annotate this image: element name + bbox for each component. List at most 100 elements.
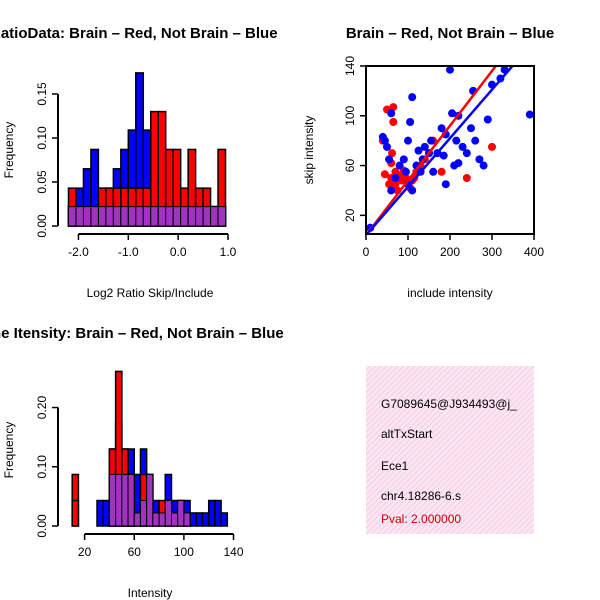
ratio-hist-overlap-bar <box>187 206 197 227</box>
ratio-histogram: RatioData: Brain – Red, Not Brain – Blue… <box>0 25 278 300</box>
scatter-content: 0 100 200 300 400 20 60 100 140 <box>343 56 544 259</box>
ratio-hist-overlap-bar <box>112 206 122 227</box>
ratio-hist-overlap-bar <box>210 206 219 227</box>
intensity-hist-xlabel: Intensity <box>128 586 173 600</box>
intensity-hist-overlap-bar <box>170 512 179 527</box>
scatter-point-not-brain <box>525 110 534 119</box>
scatter-point-not-brain <box>401 167 410 176</box>
ratio-hist-y-tick-label: 0.15 <box>35 82 49 106</box>
ratio-hist-overlap-bar <box>120 206 129 227</box>
scatter-y-tick-label: 100 <box>343 105 357 125</box>
scatter-ylabel: skip intensity <box>302 116 316 185</box>
scatter-point-brain <box>385 180 394 189</box>
ratio-hist-overlap-bar <box>202 206 212 227</box>
scatter-point-not-brain <box>404 136 412 145</box>
ratio-hist-overlap-bar <box>217 206 227 227</box>
ratio-hist-overlap-bar <box>165 206 174 227</box>
scatter-fit-not-brain-fit <box>366 66 515 234</box>
scatter-title: Brain – Red, Not Brain – Blue <box>346 25 554 42</box>
ratio-hist-y-tick-label: 0.05 <box>35 170 49 194</box>
ratio-hist-overlap-bar <box>67 206 77 227</box>
ratio-hist-overlap-bar <box>180 206 189 227</box>
scatter-point-not-brain <box>385 155 394 164</box>
ratio-hist-title: RatioData: Brain – Red, Not Brain – Blue <box>0 25 278 42</box>
intensity-hist-bar-brain-front- <box>71 499 80 527</box>
info-panel: G7089645@J934493@j_ altTxStart Ece1 chr4… <box>366 366 534 534</box>
ratio-hist-overlap-bar <box>90 206 99 227</box>
scatter-point-not-brain <box>383 142 391 151</box>
scatter-point-not-brain <box>414 146 423 155</box>
scatter-point-brain <box>437 167 446 176</box>
info-panel-background <box>366 366 534 534</box>
scatter-point-not-brain <box>399 155 408 164</box>
intensity-hist-bar-not-brain <box>220 512 229 527</box>
intensity-hist-bar-not-brain <box>207 499 216 527</box>
intensity-hist-overlap-bar <box>146 473 154 527</box>
ratio-hist-x-tick-label: -1.0 <box>118 245 139 259</box>
scatter-point-not-brain <box>408 186 417 195</box>
scatter-y-tick-label: 20 <box>343 208 357 222</box>
intensity-hist-x-tick-label: 20 <box>78 545 92 559</box>
scatter-point-not-brain <box>462 149 471 158</box>
scatter-point-not-brain <box>380 136 389 145</box>
scatter-point-not-brain <box>439 151 448 160</box>
gene-name: Ece1 <box>381 459 409 473</box>
scatter-point-not-brain <box>391 174 400 182</box>
intensity-hist-bar-not-brain <box>201 512 210 527</box>
scatter-plot: Brain – Red, Not Brain – Blue 0 100 200 300… <box>302 25 554 300</box>
intensity-hist-y-tick-label: 0.10 <box>35 455 49 479</box>
scatter-point-not-brain <box>479 161 488 170</box>
scatter-x-tick-label: 100 <box>398 245 418 259</box>
intensity-histogram: Gene Itensity: Brain – Red, Not Brain – … <box>0 325 284 600</box>
pval-text: Pval: 2.000000 <box>381 512 461 526</box>
scatter-point-not-brain <box>387 109 396 118</box>
scatter-point-brain <box>380 170 389 179</box>
intensity-hist-overlap-bar <box>108 473 117 527</box>
intensity-hist-overlap-bar <box>121 473 129 527</box>
intensity-hist-overlap-bar <box>115 473 123 527</box>
scatter-point-brain <box>389 103 398 112</box>
intensity-hist-overlap-bar <box>133 512 141 527</box>
intensity-hist-y-tick-label: 0.00 <box>35 514 49 538</box>
scatter-x-tick-label: 200 <box>440 245 460 259</box>
scatter-point-brain <box>462 174 471 182</box>
ratio-hist-y-tick-label: 0.10 <box>35 126 49 150</box>
scatter-point-not-brain <box>427 136 436 145</box>
scatter-point-brain <box>488 142 496 151</box>
scatter-point-not-brain <box>446 66 454 74</box>
intensity-hist-axes: 20 60 100 140 0.00 0.10 0.20 <box>35 396 244 559</box>
scatter-fit-brain-fit <box>366 66 498 234</box>
intensity-hist-bar-not-brain <box>195 512 204 527</box>
event-type: altTxStart <box>381 427 433 441</box>
ratio-hist-x-tick-label: 1.0 <box>220 245 237 259</box>
intensity-hist-overlap-bar <box>164 500 172 527</box>
scatter-point-not-brain <box>408 93 417 102</box>
intensity-hist-bars <box>71 370 229 527</box>
intensity-hist-overlap-bar <box>152 512 160 527</box>
scatter-point-not-brain <box>437 124 446 133</box>
ratio-hist-overlap-bar <box>195 206 204 227</box>
intensity-hist-ylabel: Frequency <box>2 422 16 479</box>
scatter-point-brain <box>389 118 398 126</box>
scatter-point-not-brain <box>454 159 463 168</box>
scatter-point-not-brain <box>441 180 450 189</box>
ratio-hist-overlap-bar <box>172 206 182 227</box>
intensity-hist-y-tick-label: 0.20 <box>35 396 49 420</box>
scatter-point-not-brain <box>467 124 475 133</box>
scatter-point-not-brain <box>387 186 396 195</box>
ratio-hist-overlap-bar <box>135 206 144 227</box>
intensity-hist-bar-not-brain <box>214 499 222 527</box>
intensity-hist-bar-not-brain <box>102 499 111 527</box>
intensity-hist-overlap-bar <box>139 500 148 527</box>
scatter-point-not-brain <box>452 136 461 145</box>
ratio-hist-overlap-bar <box>142 206 152 227</box>
scatter-point-brain <box>391 180 400 189</box>
ratio-hist-overlap-bar <box>150 206 159 227</box>
ratio-hist-x-tick-label: -2.0 <box>68 245 89 259</box>
ratio-hist-xlabel: Log2 Ratio Skip/Include <box>87 286 214 300</box>
scatter-point-not-brain <box>429 167 438 176</box>
scatter-y-tick-label: 60 <box>343 159 357 173</box>
intensity-hist-overlap-bar <box>158 512 166 527</box>
ratio-hist-ylabel: Frequency <box>2 122 16 179</box>
